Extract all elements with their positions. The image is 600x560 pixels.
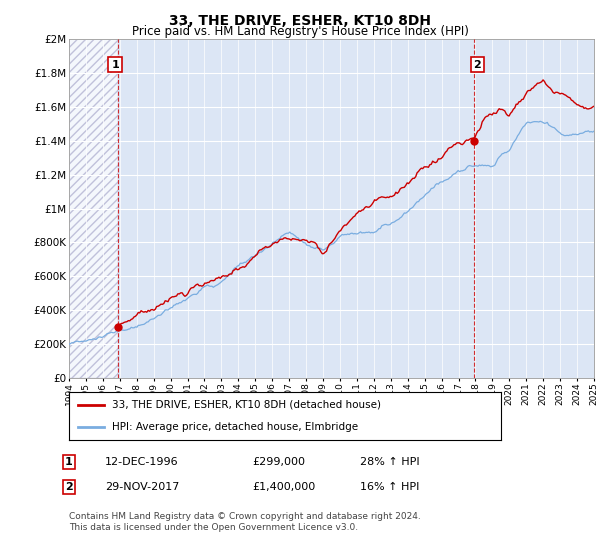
Polygon shape — [69, 39, 118, 378]
Text: 2: 2 — [473, 59, 481, 69]
Text: Contains HM Land Registry data © Crown copyright and database right 2024.
This d: Contains HM Land Registry data © Crown c… — [69, 512, 421, 532]
Text: Price paid vs. HM Land Registry's House Price Index (HPI): Price paid vs. HM Land Registry's House … — [131, 25, 469, 38]
Text: 33, THE DRIVE, ESHER, KT10 8DH (detached house): 33, THE DRIVE, ESHER, KT10 8DH (detached… — [112, 400, 381, 410]
Text: 29-NOV-2017: 29-NOV-2017 — [105, 482, 179, 492]
Text: £1,400,000: £1,400,000 — [252, 482, 315, 492]
Text: HPI: Average price, detached house, Elmbridge: HPI: Average price, detached house, Elmb… — [112, 422, 358, 432]
Text: 12-DEC-1996: 12-DEC-1996 — [105, 457, 179, 467]
Text: 2: 2 — [65, 482, 73, 492]
Text: 28% ↑ HPI: 28% ↑ HPI — [360, 457, 419, 467]
Text: £299,000: £299,000 — [252, 457, 305, 467]
Text: 1: 1 — [65, 457, 73, 467]
Text: 33, THE DRIVE, ESHER, KT10 8DH: 33, THE DRIVE, ESHER, KT10 8DH — [169, 14, 431, 28]
Text: 1: 1 — [111, 59, 119, 69]
Text: 16% ↑ HPI: 16% ↑ HPI — [360, 482, 419, 492]
